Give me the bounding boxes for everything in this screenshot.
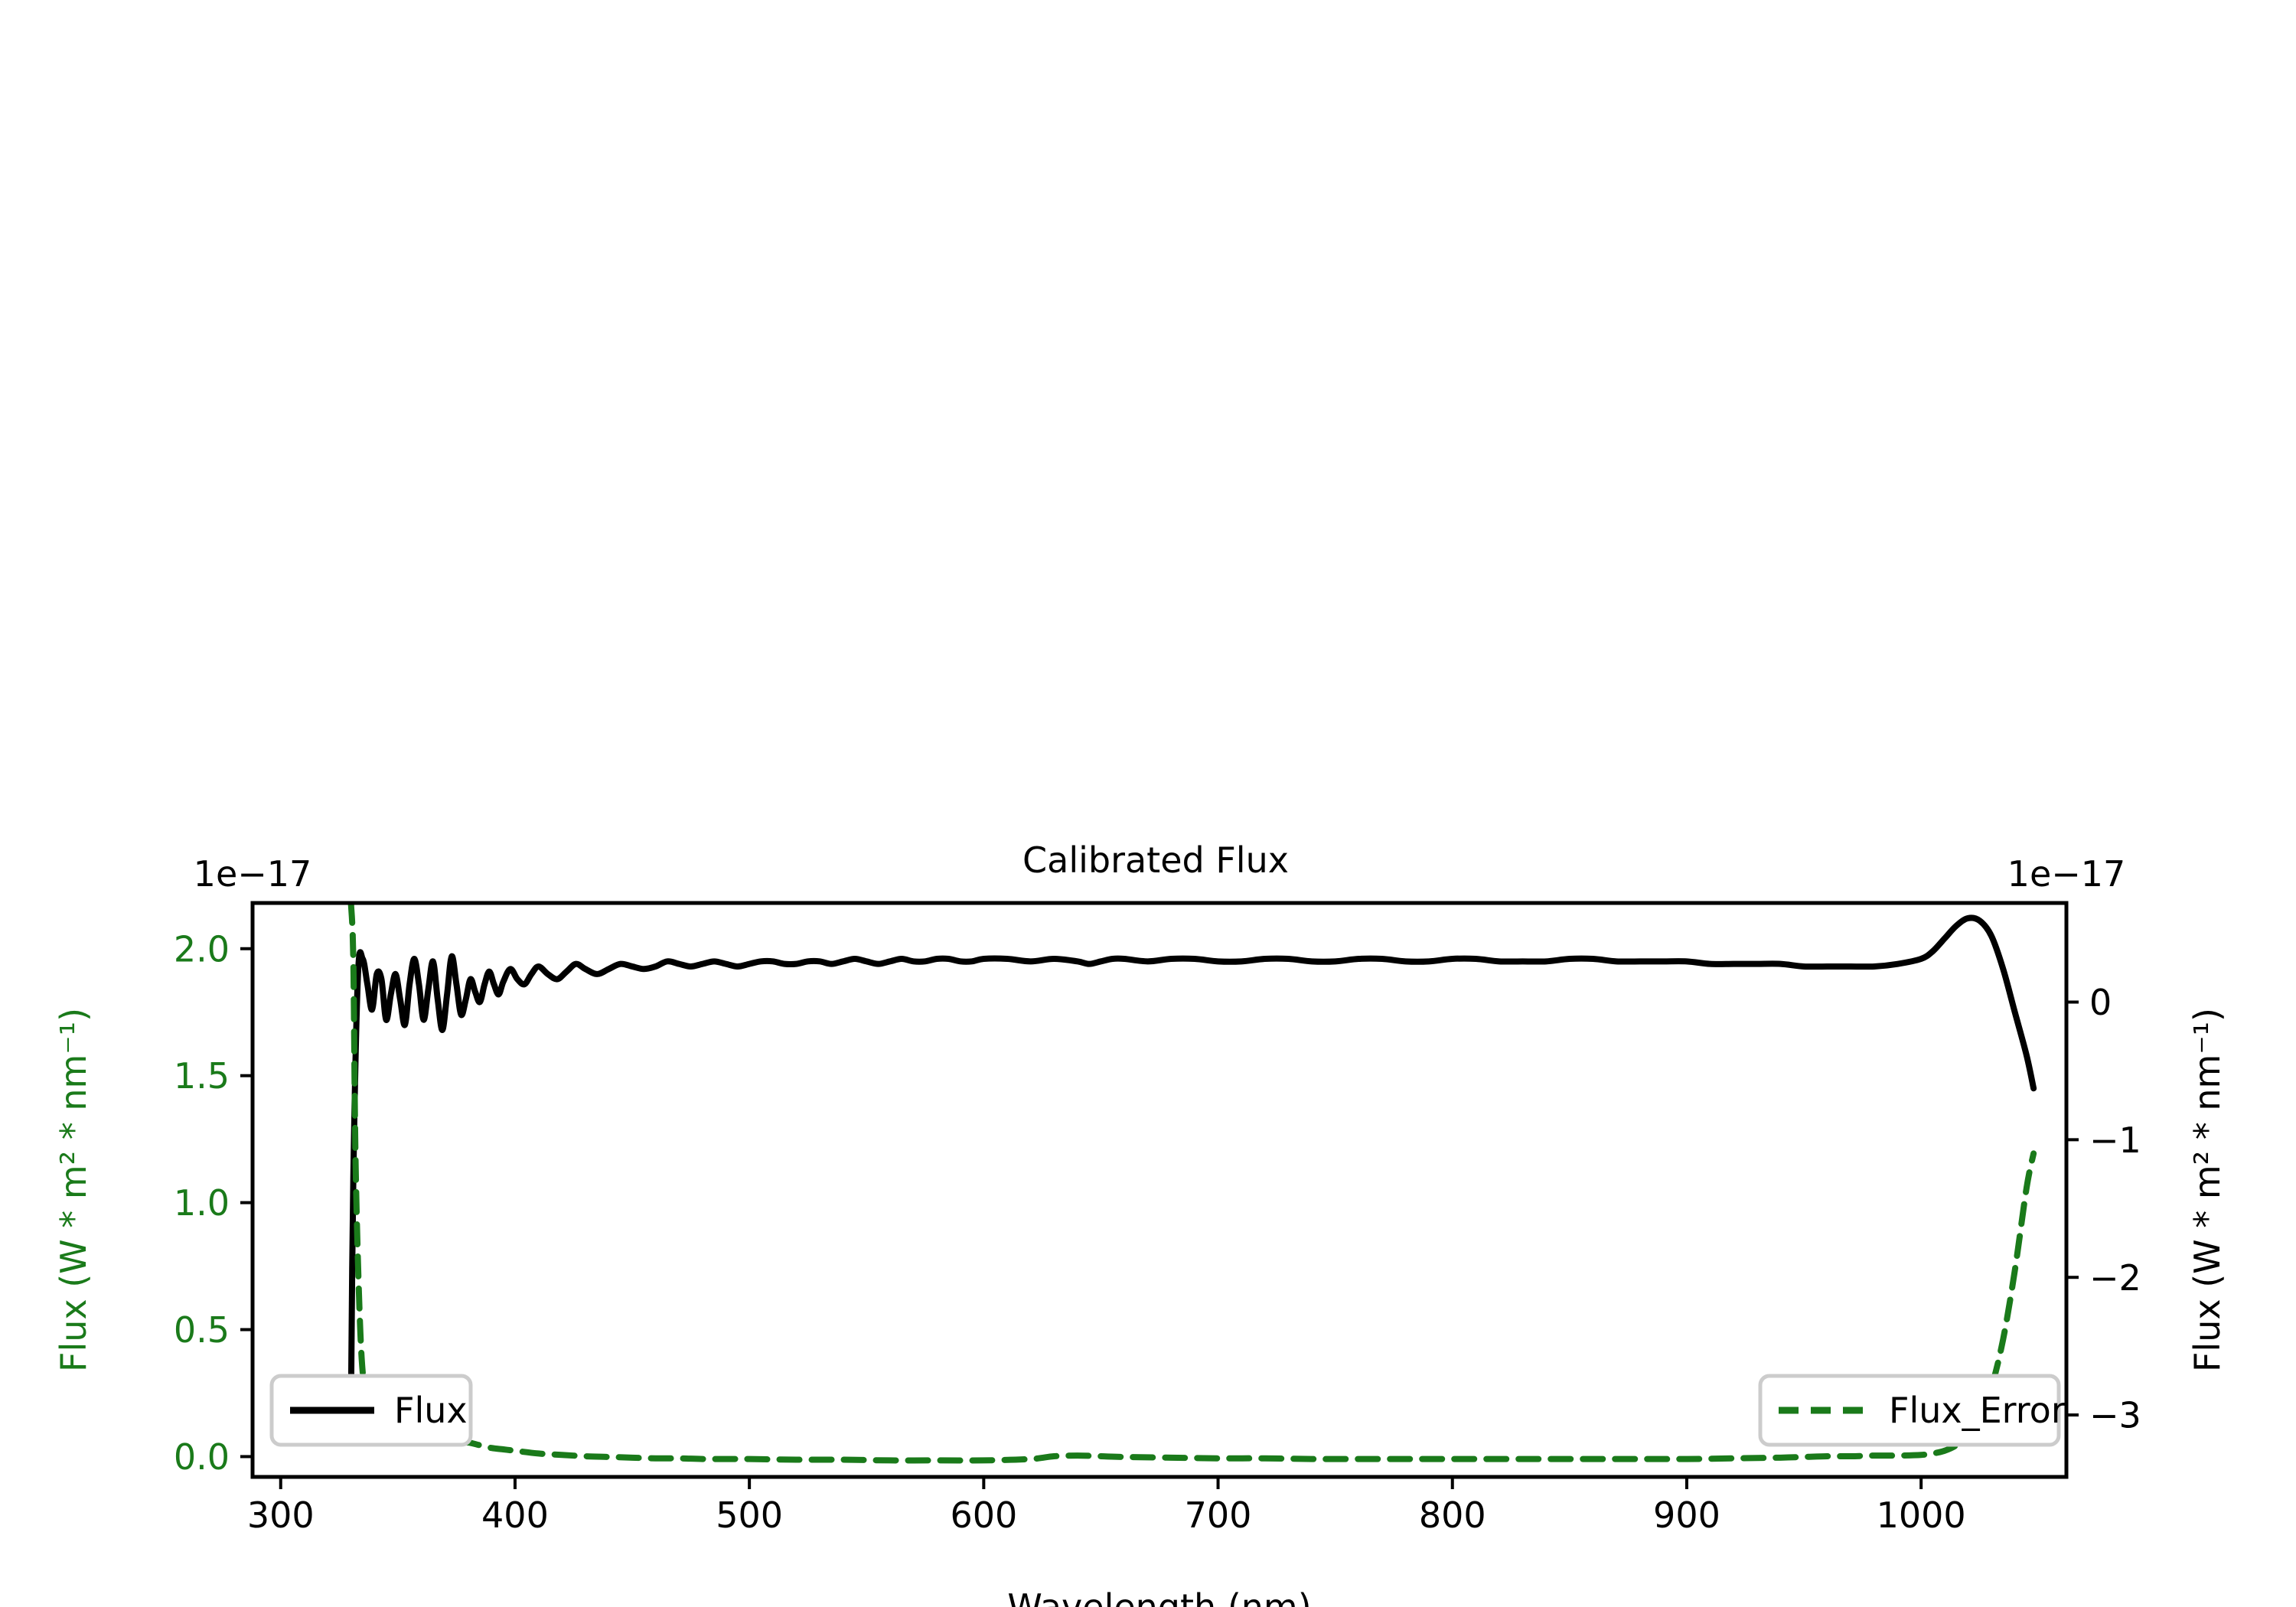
y-left-tick-label: 2.0 (174, 928, 230, 970)
legend-flux[interactable]: Flux (269, 1374, 473, 1447)
x-tick-label: 400 (481, 1495, 549, 1536)
y-left-tick-label: 0.0 (174, 1436, 230, 1478)
y-right-axis-label: Flux (W * m² * nm⁻¹) (2187, 1008, 2228, 1372)
x-tick-label: 800 (1419, 1495, 1486, 1536)
y-right-tick-label: −3 (2089, 1395, 2141, 1436)
x-tick-label: 700 (1185, 1495, 1252, 1536)
legend-label: Flux_Error (1889, 1390, 2066, 1431)
y-left-tick-label: 0.5 (174, 1309, 230, 1351)
y-right-tick-label: −1 (2089, 1120, 2141, 1161)
y-right-tick-label: −2 (2089, 1257, 2141, 1299)
plot-frame-top (250, 901, 2069, 1479)
x-tick-label: 900 (1653, 1495, 1720, 1536)
series-line-flux (347, 914, 2037, 1410)
x-axis-label: Wavelength (nm) (1007, 1586, 1311, 1607)
panel-calibrated-title: Calibrated Flux (1022, 839, 1289, 881)
y-right-tick-label: 0 (2089, 982, 2112, 1023)
legend-box (1758, 1374, 2061, 1447)
plot-clip-mask (0, 0, 2296, 903)
x-tick-label: 600 (950, 1495, 1017, 1536)
y-left-axis-label: Flux (W * m² * nm⁻¹) (53, 1008, 94, 1372)
y-left-tick-label: 1.0 (174, 1182, 230, 1224)
y-left-offset-text: 1e−17 (194, 853, 312, 895)
plot-clip-mask (0, 1477, 2296, 1607)
y-left-tick-label: 1.5 (174, 1055, 230, 1097)
y-right-offset-text: 1e−17 (2007, 853, 2126, 895)
legend-label: Flux (394, 1390, 468, 1431)
x-tick-label: 1000 (1877, 1495, 1966, 1536)
legend-flux-error[interactable]: Flux_Error (1758, 1374, 2066, 1447)
x-tick-label: 500 (716, 1495, 783, 1536)
x-tick-label: 300 (247, 1495, 315, 1536)
